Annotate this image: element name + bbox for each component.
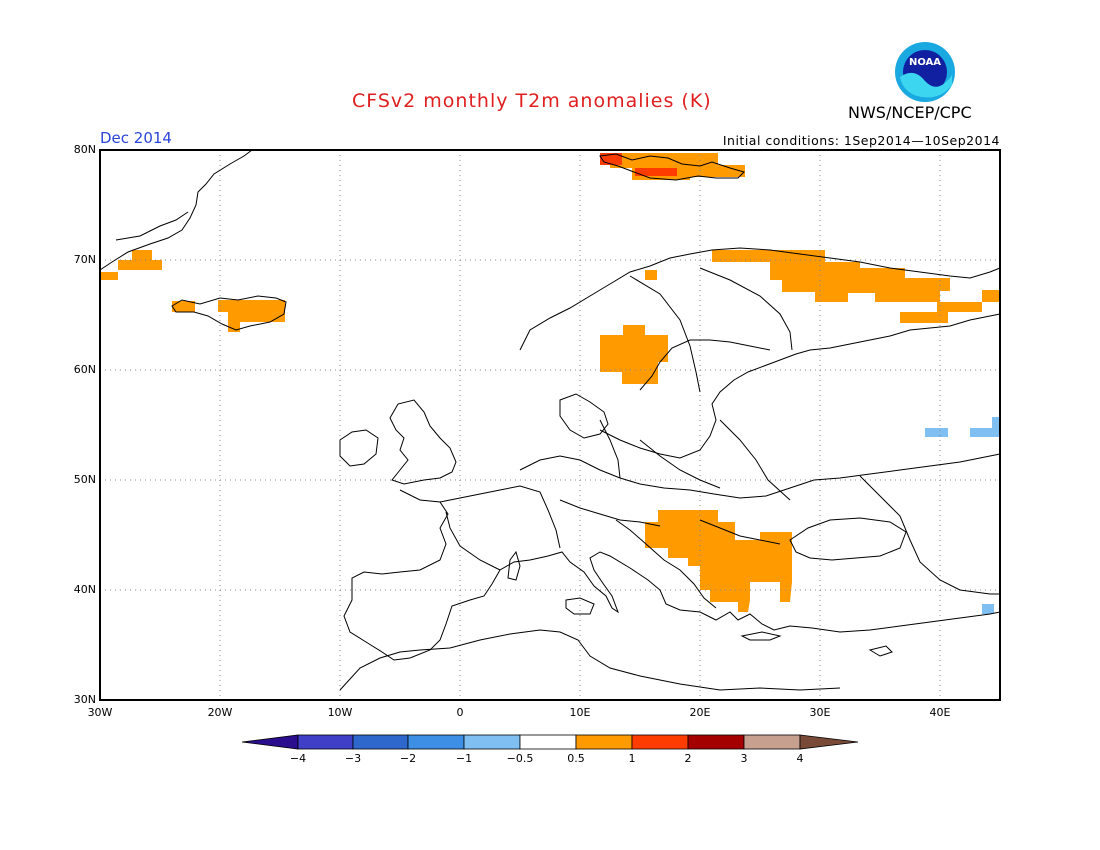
colorbar-05-1 [575, 734, 633, 750]
colorbar-label: −0.5 [506, 752, 534, 765]
noaa-logo-icon: NOAA [895, 42, 955, 102]
coastlines [99, 149, 1001, 691]
lat-label-50n: 50N [73, 473, 96, 486]
lat-label-80n: 80N [73, 143, 96, 156]
svg-text:NOAA: NOAA [909, 57, 941, 68]
organization-label: NWS/NCEP/CPC [848, 103, 972, 122]
colorbar-m05-05 [519, 734, 577, 750]
colorbar-1-2 [631, 734, 689, 750]
colorbar-gt-4 [799, 734, 859, 750]
colorbar-m2-m1 [407, 734, 465, 750]
colorbar-label: −4 [289, 752, 307, 765]
lon-label-10e: 10E [569, 706, 591, 719]
map-frame [99, 149, 1001, 701]
lat-label-70n: 70N [73, 253, 96, 266]
map-title: CFSv2 monthly T2m anomalies (K) [352, 90, 712, 112]
colorbar [241, 734, 859, 750]
colorbar-m1-m05 [463, 734, 521, 750]
colorbar-label: −2 [399, 752, 417, 765]
colorbar-2-3 [687, 734, 745, 750]
colorbar-label: 4 [796, 752, 804, 765]
initial-conditions: Initial conditions: 1Sep2014—10Sep2014 [722, 133, 1000, 148]
colorbar-label: 2 [684, 752, 692, 765]
lon-label-30e: 30E [809, 706, 831, 719]
colorbar-m3-m2 [352, 734, 409, 750]
lon-label-10w: 10W [327, 706, 353, 719]
colorbar-label: 0.5 [567, 752, 585, 765]
lon-label-40e: 40E [929, 706, 951, 719]
colorbar-label: −3 [344, 752, 362, 765]
lat-label-30n: 30N [73, 693, 96, 706]
graticule [100, 150, 1000, 700]
colorbar-m4-m3 [297, 734, 354, 750]
lon-label-0: 0 [456, 706, 464, 719]
lat-label-40n: 40N [73, 583, 96, 596]
lon-label-20e: 20E [689, 706, 711, 719]
colorbar-label: 3 [740, 752, 748, 765]
lon-label-20w: 20W [207, 706, 233, 719]
lat-label-60n: 60N [73, 363, 96, 376]
lon-label-30w: 30W [87, 706, 113, 719]
colorbar-3-4 [743, 734, 801, 750]
anomaly-shading [100, 153, 1000, 614]
colorbar-label: −1 [455, 752, 473, 765]
colorbar-lt-4 [241, 734, 299, 750]
colorbar-label: 1 [628, 752, 636, 765]
forecast-month: Dec 2014 [100, 129, 172, 147]
